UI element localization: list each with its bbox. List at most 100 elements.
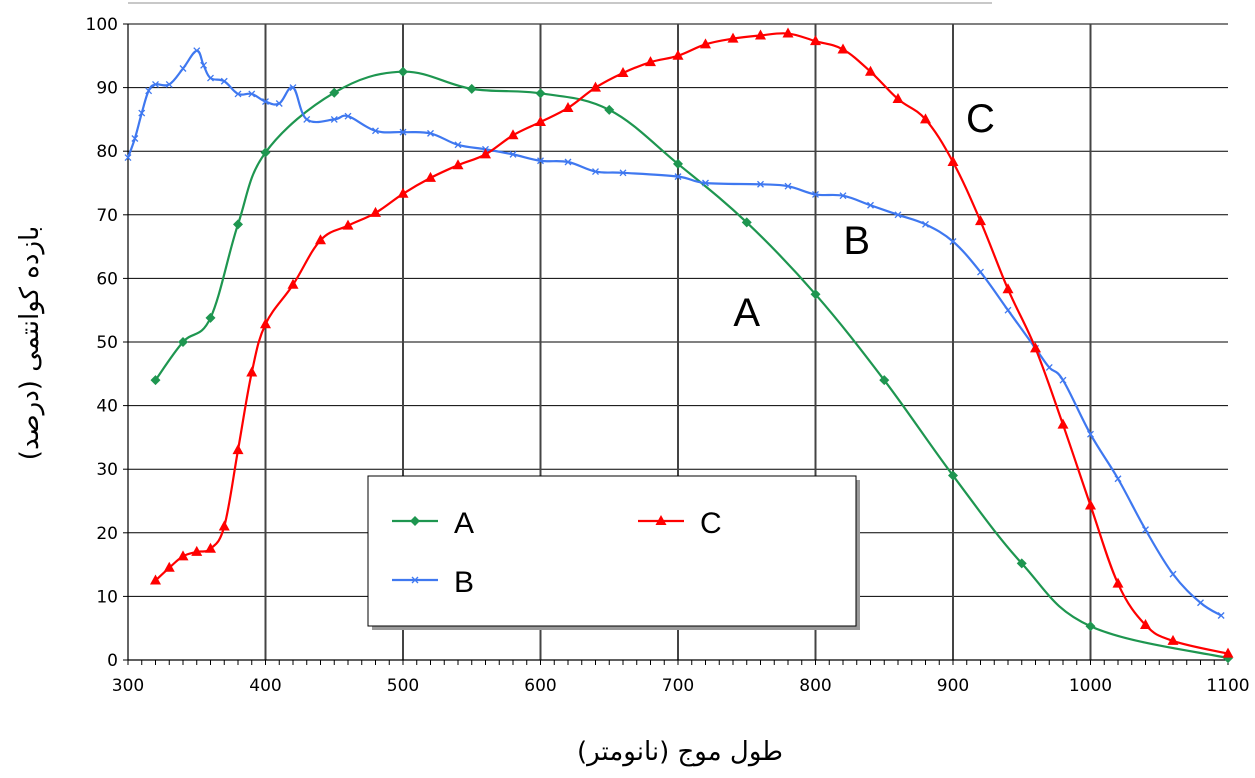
x-marker-stroke bbox=[949, 238, 957, 245]
x-marker-stroke bbox=[784, 182, 792, 190]
x-marker-stroke bbox=[234, 90, 242, 98]
series-c-point bbox=[837, 43, 849, 54]
series-b-point bbox=[179, 65, 187, 72]
series-a-point bbox=[233, 219, 243, 230]
series-b-point bbox=[839, 192, 847, 200]
series-c-point bbox=[315, 234, 326, 245]
y-tick-label: 10 bbox=[96, 587, 118, 607]
series-c-point bbox=[480, 148, 491, 159]
x-marker-stroke bbox=[193, 47, 201, 55]
series-c-point bbox=[452, 159, 464, 170]
series-b-point bbox=[200, 61, 208, 69]
x-tick-label: 600 bbox=[524, 676, 556, 696]
series-b-point bbox=[289, 84, 297, 92]
x-marker-stroke bbox=[179, 65, 187, 72]
x-marker-stroke bbox=[131, 135, 139, 142]
series-b-point bbox=[867, 201, 874, 209]
x-marker-stroke bbox=[427, 129, 434, 137]
x-marker-stroke bbox=[1142, 526, 1149, 534]
series-c-point bbox=[755, 29, 766, 40]
series-a-point bbox=[398, 66, 408, 77]
x-marker-stroke bbox=[1004, 306, 1012, 314]
x-marker-stroke bbox=[702, 179, 709, 187]
series-b-point bbox=[537, 157, 544, 165]
series-c-point bbox=[645, 56, 656, 67]
series-c-point bbox=[425, 171, 436, 182]
series-b bbox=[124, 47, 1225, 619]
series-b-point bbox=[592, 168, 599, 176]
series-b-point bbox=[509, 150, 517, 158]
x-marker-stroke bbox=[619, 169, 627, 177]
series-b-point bbox=[344, 112, 352, 120]
series-b-point bbox=[674, 173, 682, 181]
x-marker-stroke bbox=[303, 115, 311, 123]
y-tick-label: 70 bbox=[96, 206, 118, 226]
x-marker-stroke bbox=[220, 77, 228, 85]
series-c-point bbox=[1140, 619, 1151, 630]
x-marker-stroke bbox=[757, 180, 764, 188]
series-a-point bbox=[466, 83, 477, 94]
series-b-point bbox=[454, 141, 462, 149]
y-tick-label: 90 bbox=[96, 79, 118, 99]
series-b-point bbox=[619, 169, 627, 177]
series-a-point bbox=[879, 375, 890, 386]
legend-box bbox=[367, 475, 857, 627]
series-c-point bbox=[672, 49, 684, 60]
x-tick-label: 500 bbox=[387, 676, 419, 696]
series-c-point bbox=[920, 113, 931, 124]
series-c-point bbox=[397, 187, 409, 198]
x-marker-stroke bbox=[124, 154, 132, 162]
series-c-point bbox=[892, 93, 904, 104]
series-c-point bbox=[1085, 499, 1096, 510]
x-tick-label: 900 bbox=[937, 676, 969, 696]
x-marker-stroke bbox=[248, 90, 256, 98]
series-c bbox=[150, 27, 1234, 658]
series-a-point bbox=[948, 470, 958, 481]
x-marker-stroke bbox=[509, 150, 517, 158]
series-c-point bbox=[617, 66, 629, 77]
series-a-point bbox=[810, 289, 821, 300]
series-b-point bbox=[165, 80, 173, 88]
x-marker-stroke bbox=[1114, 475, 1122, 483]
curve-label-a: A bbox=[733, 291, 760, 335]
x-marker-stroke bbox=[289, 84, 297, 92]
series-b-point bbox=[262, 98, 269, 106]
series-b-point bbox=[145, 87, 153, 95]
series-b-point bbox=[949, 238, 957, 245]
series-b-point bbox=[1142, 526, 1149, 534]
series-b-point bbox=[894, 211, 902, 219]
series-a-point bbox=[329, 87, 340, 98]
series-b-point bbox=[784, 182, 792, 190]
series-c-point bbox=[727, 32, 739, 43]
x-tick-label: 700 bbox=[662, 676, 694, 696]
series-c-point bbox=[191, 545, 203, 556]
x-marker-stroke bbox=[537, 157, 544, 165]
series-b-point bbox=[1059, 376, 1067, 384]
y-tick-label: 0 bbox=[107, 651, 118, 671]
series-b-point bbox=[330, 115, 338, 123]
series-b-point bbox=[1045, 363, 1053, 371]
x-tick-label: 300 bbox=[112, 676, 144, 696]
y-tick-label: 50 bbox=[96, 333, 118, 353]
curve-label-b: B bbox=[843, 219, 870, 263]
series-c-point bbox=[260, 318, 271, 329]
series-b-point bbox=[275, 100, 283, 107]
x-axis-title: طول موج (نانومتر) bbox=[577, 737, 783, 767]
x-marker-stroke bbox=[138, 109, 146, 117]
x-marker-stroke bbox=[592, 168, 599, 176]
y-tick-label: 100 bbox=[86, 15, 118, 35]
x-marker-stroke bbox=[1217, 612, 1225, 619]
legend-marker-c bbox=[655, 515, 667, 525]
series-c-point bbox=[370, 206, 381, 217]
x-marker-stroke bbox=[454, 141, 462, 149]
series-a-point bbox=[604, 104, 615, 115]
series-b-point bbox=[152, 80, 159, 88]
x-marker-stroke bbox=[1087, 430, 1094, 438]
x-marker-stroke bbox=[152, 80, 159, 88]
x-marker-stroke bbox=[200, 61, 208, 69]
series-c-point bbox=[150, 574, 161, 585]
series-group bbox=[124, 27, 1234, 664]
x-marker-stroke bbox=[894, 211, 902, 219]
series-b-point bbox=[1169, 570, 1177, 578]
